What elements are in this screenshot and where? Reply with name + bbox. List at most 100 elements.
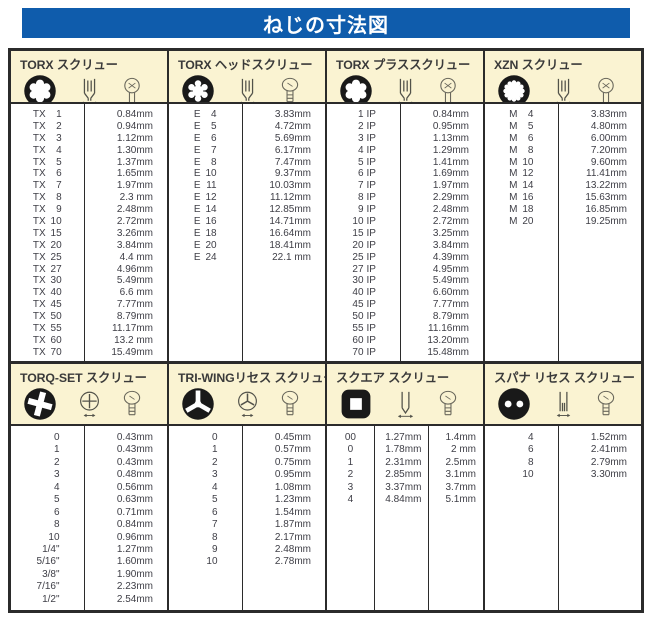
row-value: 0.43mm [116, 432, 153, 443]
row-value: 1.97mm [116, 180, 153, 192]
row-value: 4.4 mm [119, 251, 153, 263]
row-value: 2.23mm [116, 581, 153, 593]
row-value: 1.27mm [116, 543, 153, 555]
row-size-label: 40 IP [352, 287, 376, 299]
row-value: 1.13mm [432, 132, 469, 144]
row-size-label: 7 IP [357, 180, 376, 192]
row-value: 6.6 mm [119, 287, 153, 299]
row-size-label: TX 70 [32, 346, 62, 358]
size-table: M 4 M 5 M 6 M 8 M 10 M 12 M 14 M 16 M 18 M 20 3.83mm 4.80mm 6.… [485, 102, 641, 361]
row-value: 4.72mm [274, 120, 311, 132]
row-size-label: 1 [347, 456, 354, 468]
row-value: 13.20mm [427, 334, 469, 346]
size-table: 0 1 2 3 4 5 6 8 10 1/4" 5/16" 3/8" 7/16" 1/2" 0.43mm 0.… [11, 424, 167, 610]
row-size-label: 8 [527, 456, 534, 468]
row-size-label: 1/2" [42, 593, 60, 605]
row-value: 4.80mm [590, 120, 627, 132]
section-header: スパナ リセス スクリュー [485, 364, 641, 424]
row-size-label: E 14 [193, 204, 217, 216]
row-value: 1.37mm [116, 156, 153, 168]
row-value: 2 mm [451, 444, 477, 456]
row-size-label: 4 [527, 432, 534, 443]
row-size-label: 4 [347, 494, 354, 506]
row-size-label: 27 IP [352, 263, 376, 275]
section-title: XZN スクリュー [494, 58, 583, 72]
row-size-label: TX 10 [32, 216, 62, 228]
row-size-label: TX 2 [32, 120, 62, 132]
section-header: スクエア スクリュー [327, 364, 483, 424]
section-xzn: XZN スクリュー M 4 M 5 M 6 M 8 M 10 M 12 M 14 M 16 M 18 M 20 3.83… [484, 50, 642, 362]
row-size-label: TX 25 [32, 251, 62, 263]
row-size-label: 5/16" [36, 556, 60, 568]
row-value: 1.60mm [116, 556, 153, 568]
row-value: 22.1 mm [272, 251, 311, 263]
row-size-label: 70 IP [352, 346, 376, 358]
row-value: 1.30mm [116, 144, 153, 156]
row-size-label: TX 45 [32, 299, 62, 311]
row-size-label: 1/4" [42, 543, 60, 555]
section-header: TRI-WINGリセス スクリュー [169, 364, 325, 424]
row-value: 0.84mm [432, 109, 469, 120]
row-size-label: TX 6 [32, 168, 62, 180]
row-value: 2.29mm [432, 192, 469, 204]
row-value: 1.97mm [432, 180, 469, 192]
row-value: 11.12mm [270, 192, 311, 204]
row-value: 12.85mm [269, 204, 311, 216]
row-size-label: 8 IP [357, 192, 376, 204]
row-value: 4.95mm [432, 263, 469, 275]
row-size-label: 55 IP [352, 323, 376, 335]
row-value: 2.54mm [116, 593, 153, 605]
size-table: 00 0 1 2 3 4 1.27mm 1.78mm 2.31mm 2.85mm 3.37mm 4.8… [327, 424, 483, 610]
row-size-label: 60 IP [352, 334, 376, 346]
row-size-label: 15 IP [352, 227, 376, 239]
row-size-label: 1 IP [357, 109, 376, 120]
size-table: TX 1 TX 2 TX 3 TX 4 TX 5 TX 6 TX 7 TX 8 TX 9 TX 10 TX 15 TX 20 T… [11, 102, 167, 361]
section-title: TORX スクリュー [20, 58, 118, 72]
row-size-label: 2 [211, 456, 218, 468]
row-value: 7.20mm [590, 144, 627, 156]
row-value: 6.60mm [432, 287, 469, 299]
row-size-label: 1 [53, 444, 60, 456]
row-value: 1.54mm [274, 506, 311, 518]
row-value: 0.84mm [116, 519, 153, 531]
row-value: 3.1mm [445, 469, 477, 481]
row-value: 9.37mm [274, 168, 311, 180]
row-value: 2.72mm [432, 216, 469, 228]
row-size-label: 25 IP [352, 251, 376, 263]
section-torq-set: TORQ-SET スクリュー 0 1 2 3 4 5 6 8 10 1/4" 5/16" 3/8" 7/… [10, 362, 168, 611]
row-size-label: M 16 [509, 192, 534, 204]
row-value: 16.64mm [269, 227, 311, 239]
page-title-bar: ねじの寸法図 [22, 8, 630, 38]
row-size-label: 10 IP [352, 216, 376, 228]
row-value: 3.83mm [590, 109, 627, 120]
row-value: 1.23mm [274, 494, 311, 506]
recess-top-view-icon [234, 389, 261, 420]
row-value: 0.75mm [274, 456, 311, 468]
row-size-label: 4 [53, 481, 60, 493]
row-value: 7.77mm [432, 299, 469, 311]
row-value: 5.49mm [116, 275, 153, 287]
section-torx: TORX スクリュー TX 1 TX 2 TX 3 TX 4 TX 5 TX 6 TX 7 TX 8 TX 9 TX… [10, 50, 168, 362]
row-value: 1.69mm [432, 168, 469, 180]
row-size-label: E 16 [193, 216, 217, 228]
section-tri-wing: TRI-WINGリセス スクリュー 0 1 2 3 4 5 6 7 8 9 10 0.45mm 0.57… [168, 362, 326, 611]
section-title: TORX プラススクリュー [336, 58, 471, 72]
row-value: 10.03mm [269, 180, 311, 192]
row-size-label: 0 [53, 432, 60, 443]
icon-row [169, 73, 325, 112]
row-size-label: 50 IP [352, 311, 376, 323]
section-title: TORX ヘッドスクリュー [178, 58, 313, 72]
row-value: 2.48mm [432, 204, 469, 216]
row-value: 0.48mm [116, 469, 153, 481]
row-value: 1.4mm [445, 432, 477, 443]
row-value: 11.16mm [428, 323, 469, 335]
row-size-label: E 20 [193, 239, 217, 251]
screw-head-icon [279, 390, 301, 419]
row-value: 2.31mm [385, 456, 422, 468]
row-size-label: 2 [53, 456, 60, 468]
row-value: 2.48mm [274, 543, 311, 555]
icon-row [485, 73, 641, 112]
row-size-label: M 10 [509, 156, 534, 168]
